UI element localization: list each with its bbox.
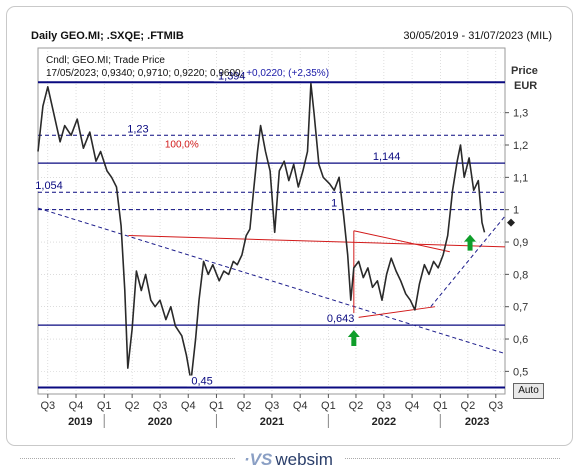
x-tick-label: Q2 [349, 400, 364, 412]
level-label: 1,054 [35, 180, 63, 192]
plot-area [37, 47, 506, 395]
x-tick-label: Q3 [488, 400, 503, 412]
level-label-bg [122, 123, 153, 135]
x-tick-label: Q4 [69, 400, 84, 412]
trendline-red [128, 235, 506, 248]
y-tick-label: 1,2 [513, 140, 528, 152]
level-label-bg [328, 197, 341, 209]
y-tick-label: 0,7 [513, 302, 528, 314]
y-tick-label: 0,9 [513, 237, 528, 249]
x-tick-label: Q3 [377, 400, 392, 412]
x-tick-label: Q1 [97, 400, 112, 412]
x-tick-label: Q2 [461, 400, 476, 412]
y-tick-label: 0,5 [513, 366, 528, 378]
last-price-marker [507, 218, 515, 227]
price-line [37, 82, 486, 382]
chart-title: Daily GEO.MI; .SXQE; .FTMIB [31, 30, 184, 42]
x-year-label: 2019 [68, 416, 92, 428]
level-label: 1,394 [218, 70, 246, 82]
level-label-bg [368, 151, 405, 163]
level-label-bg [213, 70, 250, 82]
x-tick-label: Q4 [405, 400, 420, 412]
x-tick-label: Q4 [181, 400, 196, 412]
level-label-bg [31, 180, 68, 192]
trendline-dashed [37, 207, 506, 355]
websim-logo-mark: ·VS [244, 450, 273, 469]
x-tick-label: Q2 [125, 400, 140, 412]
footer-divider-left [20, 458, 235, 459]
y-axis-unit: EUR [514, 80, 537, 92]
y-tick-label: 1,3 [513, 108, 528, 120]
x-tick-label: Q3 [265, 400, 280, 412]
legend-ohlc: 17/05/2023; 0,9340; 0,9710; 0,9220; 0,96… [46, 68, 244, 79]
websim-logo-text: websim [275, 450, 333, 469]
x-tick-label: Q3 [40, 400, 55, 412]
auto-scale-button[interactable]: Auto [513, 383, 544, 399]
y-axis-title: Price [511, 65, 538, 77]
x-tick-label: Q4 [293, 400, 308, 412]
level-label-bg [322, 313, 359, 325]
green-arrow [464, 234, 477, 251]
y-tick-label: 0,8 [513, 269, 528, 281]
trendline-red [353, 306, 436, 319]
y-tick-label: 0,6 [513, 334, 528, 346]
x-year-label: 2022 [372, 416, 396, 428]
level-label: 0,45 [191, 376, 212, 388]
level-label: 1,144 [373, 151, 401, 163]
footer-divider-right [345, 458, 560, 459]
websim-logo: ·VS websim [244, 450, 333, 470]
x-tick-label: Q1 [433, 400, 448, 412]
trendline-red [353, 230, 450, 253]
level-note: 100,0% [165, 139, 199, 150]
legend-values: 17/05/2023; 0,9340; 0,9710; 0,9220; 0,96… [46, 68, 329, 79]
x-year-label: 2021 [260, 416, 284, 428]
x-tick-label: Q1 [209, 400, 224, 412]
x-year-label: 2023 [465, 416, 489, 428]
y-tick-label: 1 [513, 205, 519, 217]
level-label: 0,643 [327, 313, 355, 325]
x-tick-label: Q2 [237, 400, 252, 412]
legend-instrument: Cndl; GEO.MI; Trade Price [46, 55, 165, 66]
level-label-bg [187, 375, 218, 387]
x-tick-label: Q1 [321, 400, 336, 412]
chart-frame [6, 6, 573, 446]
date-range: 30/05/2019 - 31/07/2023 (MIL) [403, 30, 552, 42]
price-chart: 0,5 0,6 0,7 0,8 0,9 1 1,1 1,2 1,3 Price EUR Q3 Q4 Q1 Q… [31, 47, 538, 428]
level-label: 1 [331, 198, 337, 210]
y-tick-label: 1,1 [513, 172, 528, 184]
footer-brand: ·VS websim [0, 447, 579, 471]
trendline-dashed [430, 215, 506, 308]
x-tick-label: Q3 [153, 400, 168, 412]
green-arrow [347, 330, 360, 347]
legend-change: +0,0220; (+2,35%) [246, 68, 330, 79]
level-label: 1,23 [127, 123, 148, 135]
x-year-label: 2020 [148, 416, 172, 428]
